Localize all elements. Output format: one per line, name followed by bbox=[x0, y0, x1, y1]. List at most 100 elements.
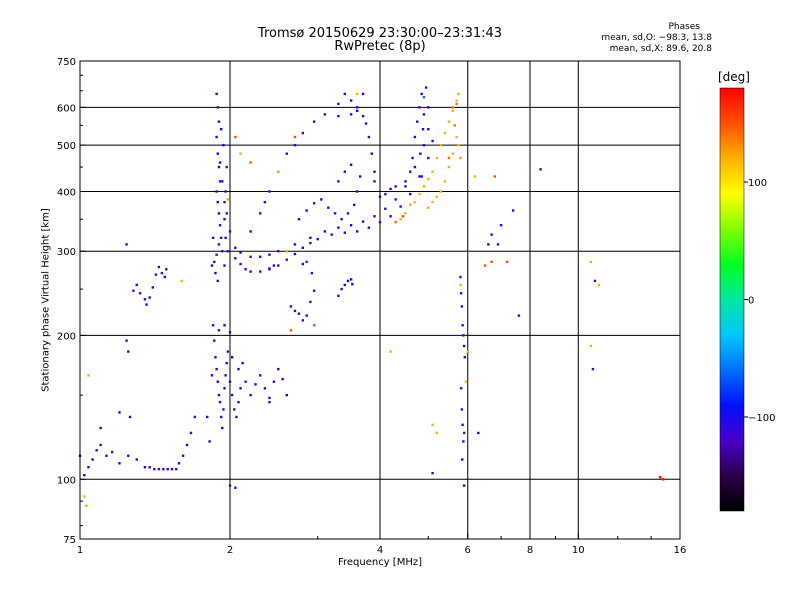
echo-points bbox=[78, 86, 665, 508]
echo-point bbox=[453, 124, 456, 127]
echo-point bbox=[217, 212, 221, 215]
echo-point bbox=[591, 367, 595, 371]
echo-point bbox=[358, 175, 362, 178]
echo-point bbox=[477, 431, 480, 435]
echo-point bbox=[118, 462, 121, 465]
echo-point bbox=[343, 231, 347, 234]
plot-grid bbox=[80, 61, 680, 539]
echo-point bbox=[91, 458, 94, 461]
echo-point bbox=[309, 300, 312, 304]
echo-point bbox=[431, 200, 434, 204]
echo-point bbox=[165, 268, 168, 271]
echo-point bbox=[461, 423, 464, 427]
x-axis-label: Frequency [MHz] bbox=[337, 557, 423, 568]
echo-point bbox=[162, 467, 165, 471]
colorbar-tick-label: 100 bbox=[748, 178, 767, 189]
echo-point bbox=[461, 458, 464, 461]
echo-point bbox=[349, 278, 353, 281]
echo-point bbox=[87, 374, 90, 377]
echo-point bbox=[346, 279, 350, 283]
echo-point bbox=[277, 367, 280, 371]
echo-point bbox=[413, 165, 417, 169]
echo-point bbox=[132, 289, 135, 292]
echo-point bbox=[312, 120, 316, 123]
echo-point bbox=[223, 264, 226, 267]
echo-point bbox=[219, 127, 223, 131]
y-tick-label: 750 bbox=[57, 57, 76, 68]
echo-point bbox=[216, 152, 219, 155]
echo-point bbox=[451, 106, 455, 109]
echo-point bbox=[237, 367, 240, 371]
echo-point bbox=[367, 135, 371, 139]
echo-point bbox=[424, 86, 428, 89]
echo-point bbox=[208, 440, 211, 443]
echo-point bbox=[154, 273, 158, 276]
echo-point bbox=[244, 380, 247, 383]
echo-point bbox=[281, 377, 284, 381]
echo-point bbox=[249, 161, 252, 164]
echo-point bbox=[211, 324, 215, 327]
echo-point bbox=[99, 443, 102, 447]
echo-point bbox=[431, 471, 434, 475]
echo-point bbox=[473, 175, 477, 178]
echo-point bbox=[361, 220, 365, 223]
x-tick-label: 6 bbox=[465, 545, 471, 556]
echo-point bbox=[333, 212, 337, 215]
echo-point bbox=[239, 251, 242, 254]
echo-point bbox=[351, 282, 354, 286]
echo-point bbox=[285, 250, 288, 253]
echo-point bbox=[373, 215, 376, 218]
echo-point bbox=[505, 260, 509, 264]
echo-point bbox=[157, 467, 161, 471]
echo-point bbox=[589, 344, 593, 348]
echo-point bbox=[323, 113, 327, 116]
echo-point bbox=[214, 356, 217, 359]
echo-point bbox=[277, 264, 280, 267]
echo-point bbox=[462, 484, 466, 487]
echo-point bbox=[185, 443, 189, 447]
echo-point bbox=[355, 190, 359, 193]
echo-point bbox=[244, 268, 247, 271]
echo-point bbox=[483, 264, 487, 267]
echo-point bbox=[337, 102, 340, 106]
echo-point bbox=[234, 257, 237, 260]
echo-point bbox=[301, 246, 305, 249]
echo-point bbox=[457, 143, 460, 147]
echo-point bbox=[320, 198, 323, 201]
echo-point bbox=[394, 198, 397, 201]
echo-point bbox=[217, 120, 221, 123]
echo-point bbox=[355, 92, 359, 96]
echo-point bbox=[224, 374, 227, 377]
x-tick-label: 2 bbox=[227, 545, 233, 556]
echo-point bbox=[593, 279, 597, 283]
echo-point bbox=[421, 127, 425, 131]
echo-point bbox=[293, 135, 297, 139]
y-tick-label: 100 bbox=[57, 475, 76, 486]
echo-point bbox=[277, 250, 280, 253]
echo-point bbox=[125, 243, 128, 246]
echo-point bbox=[355, 230, 359, 233]
echo-point bbox=[301, 262, 305, 266]
colorbar-scale bbox=[719, 87, 745, 512]
echo-point bbox=[160, 271, 164, 275]
echo-point bbox=[223, 324, 226, 327]
y-tick-label: 600 bbox=[57, 103, 76, 114]
echo-point bbox=[297, 312, 301, 315]
echo-point bbox=[661, 478, 665, 481]
echo-point bbox=[312, 289, 316, 292]
echo-point bbox=[378, 195, 382, 198]
x-tick-label: 8 bbox=[527, 545, 533, 556]
echo-point bbox=[490, 260, 493, 264]
echo-point bbox=[127, 454, 130, 457]
echo-point bbox=[268, 253, 271, 256]
echo-point bbox=[323, 230, 327, 233]
echo-point bbox=[462, 334, 465, 337]
echo-point bbox=[435, 156, 438, 160]
echo-point bbox=[447, 156, 451, 160]
echo-point bbox=[217, 329, 221, 332]
echo-point bbox=[439, 143, 443, 147]
echo-point bbox=[225, 165, 228, 169]
echo-point bbox=[364, 122, 368, 125]
echo-point bbox=[215, 92, 218, 96]
echo-point bbox=[346, 212, 350, 215]
